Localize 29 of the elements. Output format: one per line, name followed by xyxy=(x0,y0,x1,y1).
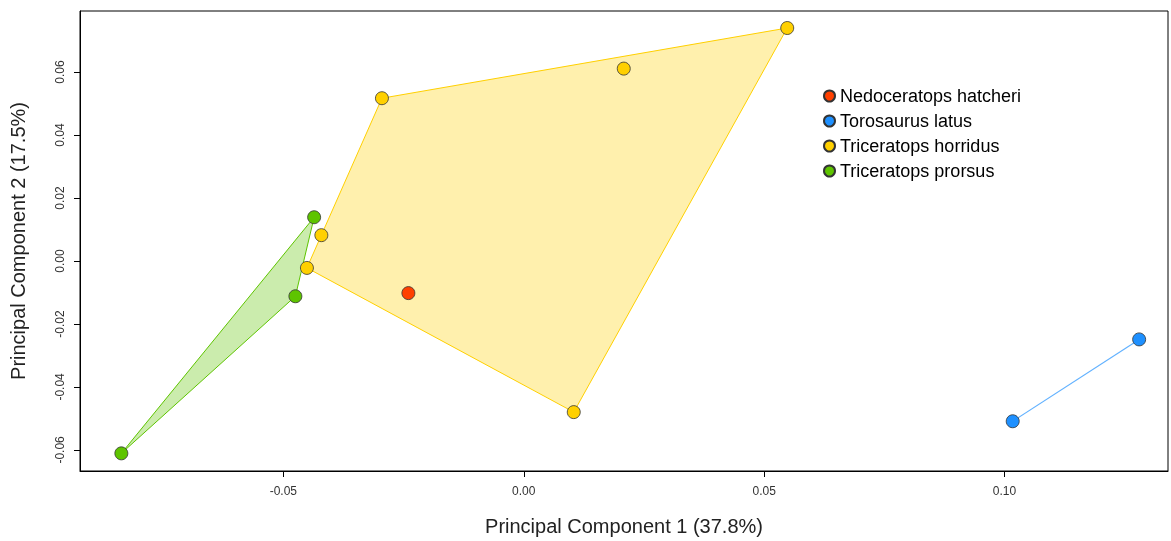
legend-label: Nedoceratops hatcheri xyxy=(840,86,1022,106)
point xyxy=(307,210,322,225)
y-tick-label: -0.06 xyxy=(53,435,67,464)
point xyxy=(375,91,389,106)
x-tick-label: 0.10 xyxy=(992,484,1017,498)
point xyxy=(1132,332,1147,347)
point xyxy=(288,289,303,304)
point xyxy=(300,261,314,275)
x-tick-label: 0.05 xyxy=(752,484,777,498)
legend-label: Triceratops prorsus xyxy=(840,161,995,181)
point xyxy=(314,228,329,243)
point xyxy=(780,21,795,35)
y-axis-title: Principal Component 2 (17.5%) xyxy=(7,102,29,380)
y-tick-label: 0.04 xyxy=(53,123,67,147)
y-tick-label: -0.04 xyxy=(53,372,67,401)
point xyxy=(1005,414,1020,429)
legend-label: Triceratops horridus xyxy=(840,136,1000,156)
x-tick-label: -0.05 xyxy=(269,484,298,498)
point xyxy=(616,61,631,76)
point xyxy=(566,405,581,420)
point xyxy=(401,286,416,300)
y-tick-label: -0.02 xyxy=(53,309,67,338)
y-tick-label: 0.00 xyxy=(53,248,67,273)
x-axis-title: Principal Component 1 (37.8%) xyxy=(485,515,763,537)
legend-label: Torosaurus latus xyxy=(840,111,973,131)
y-tick-label: 0.02 xyxy=(53,186,67,210)
point xyxy=(114,446,129,461)
x-tick-label: 0.00 xyxy=(512,484,536,498)
y-tick-label: 0.06 xyxy=(53,60,67,84)
